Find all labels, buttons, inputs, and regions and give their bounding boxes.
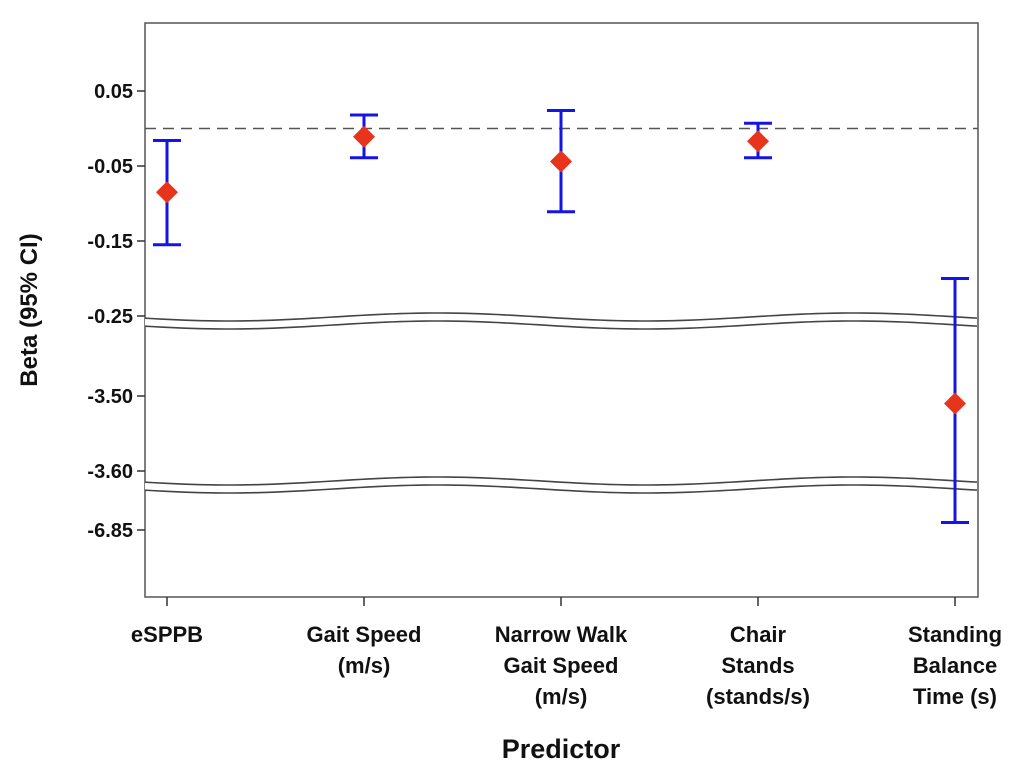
axis-break-upper-upper-line [144,312,978,322]
x-tick-label: eSPPB [131,622,203,647]
x-tick-label: Gait Speed (m/s) [307,622,422,678]
x-tick-label-line: Balance [913,653,997,678]
axis-break-lower-lower-line [144,484,978,494]
x-tick-label-line: Standing [908,622,1002,647]
x-tick-label-line: Time (s) [913,684,997,709]
x-tick-label-line: Stands [721,653,794,678]
estimate-group [744,121,772,160]
x-axis-title: Predictor [502,734,621,764]
estimate-group [153,139,181,247]
x-tick-label-line: (stands/s) [706,684,810,709]
y-tick-label: -6.85 [87,520,133,542]
data-marks [153,109,969,524]
axis-break-layer [144,312,978,494]
y-tick-label: 0.05 [94,81,133,103]
estimate-group [941,277,969,524]
x-tick-label: Chair Stands (stands/s) [706,622,810,709]
y-tick-label: -0.25 [87,306,133,328]
y-axis-title: Beta (95% CI) [16,233,43,386]
y-tick-label: -3.60 [87,461,133,483]
point-estimate-marker [156,181,178,204]
point-estimate-marker [353,125,375,148]
x-tick-label-line: eSPPB [131,622,203,647]
axis-break-upper-gap [145,313,977,329]
axis-break-lower-gap [145,477,977,493]
x-tick-label: Narrow Walk Gait Speed (m/s) [495,622,628,709]
x-tick-label-line: Gait Speed [504,653,619,678]
x-tick-label-line: Chair [730,622,787,647]
x-axis: eSPPB Gait Speed (m/s) Narrow Walk Gait Spee… [131,597,1002,709]
axis-break-upper-lower-line [144,320,978,330]
point-estimate-marker [747,130,769,153]
x-tick-label-line: (m/s) [338,653,391,678]
x-tick-label-line: Gait Speed [307,622,422,647]
y-tick-label: -3.50 [87,386,133,408]
y-tick-label: -0.05 [87,156,133,178]
point-estimate-marker [944,392,966,415]
y-tick-label: -0.15 [87,231,133,253]
axis-break-lower-upper-line [144,476,978,486]
x-tick-label-line: Narrow Walk [495,622,628,647]
point-estimate-marker [550,150,572,173]
estimate-group [350,113,378,160]
estimate-group [547,109,575,214]
x-tick-label-line: (m/s) [535,684,588,709]
y-axis: 0.05 -0.05 -0.15 -0.25 -3.50 -3.60 -6.85 [87,81,145,542]
x-tick-label: Standing Balance Time (s) [908,622,1002,709]
